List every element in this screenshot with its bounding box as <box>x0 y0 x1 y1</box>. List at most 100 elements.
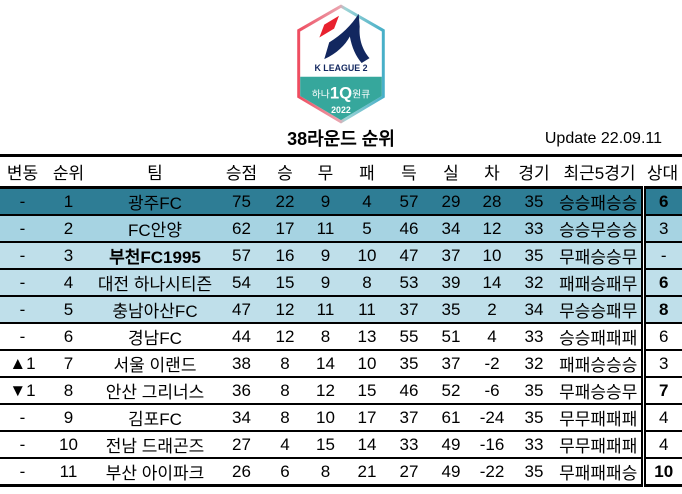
table-row: - 1 광주FC 75 22 9 4 57 29 28 35 승승패승승 6 <box>0 186 682 215</box>
draws: 15 <box>305 430 346 458</box>
points: 54 <box>218 268 265 296</box>
games-played: 34 <box>512 295 556 323</box>
head-to-head: 4 <box>640 403 682 431</box>
col-losses: 패 <box>346 155 388 189</box>
games-played: 35 <box>512 376 556 404</box>
col-goal-diff: 차 <box>472 155 512 189</box>
recent-five: 승승패승승 <box>556 186 643 215</box>
goals-against: 34 <box>430 214 472 242</box>
team-name: 안산 그리너스 <box>92 376 218 404</box>
goals-for: 33 <box>388 430 430 458</box>
points: 27 <box>218 430 265 458</box>
points: 62 <box>218 214 265 242</box>
points: 26 <box>218 457 265 486</box>
col-draws: 무 <box>305 155 346 189</box>
table-row: - 4 대전 하나시티즌 54 15 9 8 53 39 14 32 패패승패무… <box>0 268 682 296</box>
rank-change: - <box>0 295 45 323</box>
recent-five: 무승승패무 <box>556 295 643 323</box>
goal-difference: -2 <box>472 349 512 377</box>
losses: 21 <box>346 457 388 486</box>
table-row: - 9 김포FC 34 8 10 17 37 61 -24 35 무무패패패 4 <box>0 403 682 431</box>
goals-for: 57 <box>388 186 430 215</box>
losses: 15 <box>346 376 388 404</box>
wins: 12 <box>265 295 305 323</box>
k-mark-red-accent <box>319 15 340 38</box>
col-wins: 승 <box>265 155 305 189</box>
wins: 16 <box>265 241 305 269</box>
goals-against: 37 <box>430 349 472 377</box>
standings-table: 변동 순위 팀 승점 승 무 패 득 실 차 경기 최근5경기 상대 - 1 광… <box>0 154 682 487</box>
recent-five: 무패패패승 <box>556 457 643 486</box>
col-goals-against: 실 <box>430 155 472 189</box>
head-to-head: 6 <box>640 186 682 215</box>
head-to-head: 7 <box>640 376 682 404</box>
rank-change: - <box>0 403 45 431</box>
rank: 7 <box>45 349 92 377</box>
goals-against: 39 <box>430 268 472 296</box>
losses: 10 <box>346 349 388 377</box>
goals-against: 52 <box>430 376 472 404</box>
col-team: 팀 <box>92 155 218 189</box>
masthead: K LEAGUE 2 하나1Q원큐 2022 38라운드 순위 Update 2… <box>0 0 682 152</box>
rank: 6 <box>45 322 92 350</box>
rank-change: - <box>0 322 45 350</box>
games-played: 35 <box>512 403 556 431</box>
goal-difference: 12 <box>472 214 512 242</box>
head-to-head: 3 <box>640 349 682 377</box>
losses: 10 <box>346 241 388 269</box>
losses: 5 <box>346 214 388 242</box>
rank-change: - <box>0 457 45 486</box>
rank-change: - <box>0 214 45 242</box>
title-line: 38라운드 순위 Update 22.09.11 <box>0 126 682 152</box>
wins: 17 <box>265 214 305 242</box>
draws: 14 <box>305 349 346 377</box>
table-row: ▼1 8 안산 그리너스 36 8 12 15 46 52 -6 35 무패승승… <box>0 376 682 404</box>
points: 75 <box>218 186 265 215</box>
rank: 3 <box>45 241 92 269</box>
goals-for: 55 <box>388 322 430 350</box>
recent-five: 승승무승승 <box>556 214 643 242</box>
team-name: 김포FC <box>92 403 218 431</box>
logo-league-text: K LEAGUE 2 <box>314 63 367 73</box>
header-row: 변동 순위 팀 승점 승 무 패 득 실 차 경기 최근5경기 상대 <box>0 155 682 189</box>
rank: 11 <box>45 457 92 486</box>
goals-against: 37 <box>430 241 472 269</box>
rank: 4 <box>45 268 92 296</box>
draws: 11 <box>305 214 346 242</box>
goal-difference: -22 <box>472 457 512 486</box>
goal-difference: 14 <box>472 268 512 296</box>
goals-for: 46 <box>388 214 430 242</box>
team-name: FC안양 <box>92 214 218 242</box>
head-to-head: 8 <box>640 295 682 323</box>
head-to-head: 3 <box>640 214 682 242</box>
recent-five: 무무패패패 <box>556 403 643 431</box>
svg-text:하나1Q원큐: 하나1Q원큐 <box>312 83 371 102</box>
losses: 8 <box>346 268 388 296</box>
recent-five: 승승패패패 <box>556 322 643 350</box>
points: 47 <box>218 295 265 323</box>
k-mark <box>324 13 370 64</box>
col-head-to-head: 상대 <box>643 155 682 189</box>
head-to-head: 6 <box>640 322 682 350</box>
rank-change: - <box>0 186 45 215</box>
team-name: 경남FC <box>92 322 218 350</box>
table-row: - 3 부천FC1995 57 16 9 10 47 37 10 35 무패승승… <box>0 241 682 269</box>
draws: 8 <box>305 457 346 486</box>
col-games: 경기 <box>512 155 556 189</box>
col-points: 승점 <box>218 155 265 189</box>
goals-for: 47 <box>388 241 430 269</box>
league-logo: K LEAGUE 2 하나1Q원큐 2022 <box>0 0 682 124</box>
team-name: 부산 아이파크 <box>92 457 218 486</box>
head-to-head: 4 <box>640 430 682 458</box>
points: 57 <box>218 241 265 269</box>
wins: 12 <box>265 322 305 350</box>
rank: 10 <box>45 430 92 458</box>
rank-change: - <box>0 268 45 296</box>
wins: 6 <box>265 457 305 486</box>
rank-change: ▼1 <box>0 376 45 404</box>
team-name: 서울 이랜드 <box>92 349 218 377</box>
losses: 4 <box>346 186 388 215</box>
col-change: 변동 <box>0 155 45 189</box>
points: 34 <box>218 403 265 431</box>
team-name: 충남아산FC <box>92 295 218 323</box>
